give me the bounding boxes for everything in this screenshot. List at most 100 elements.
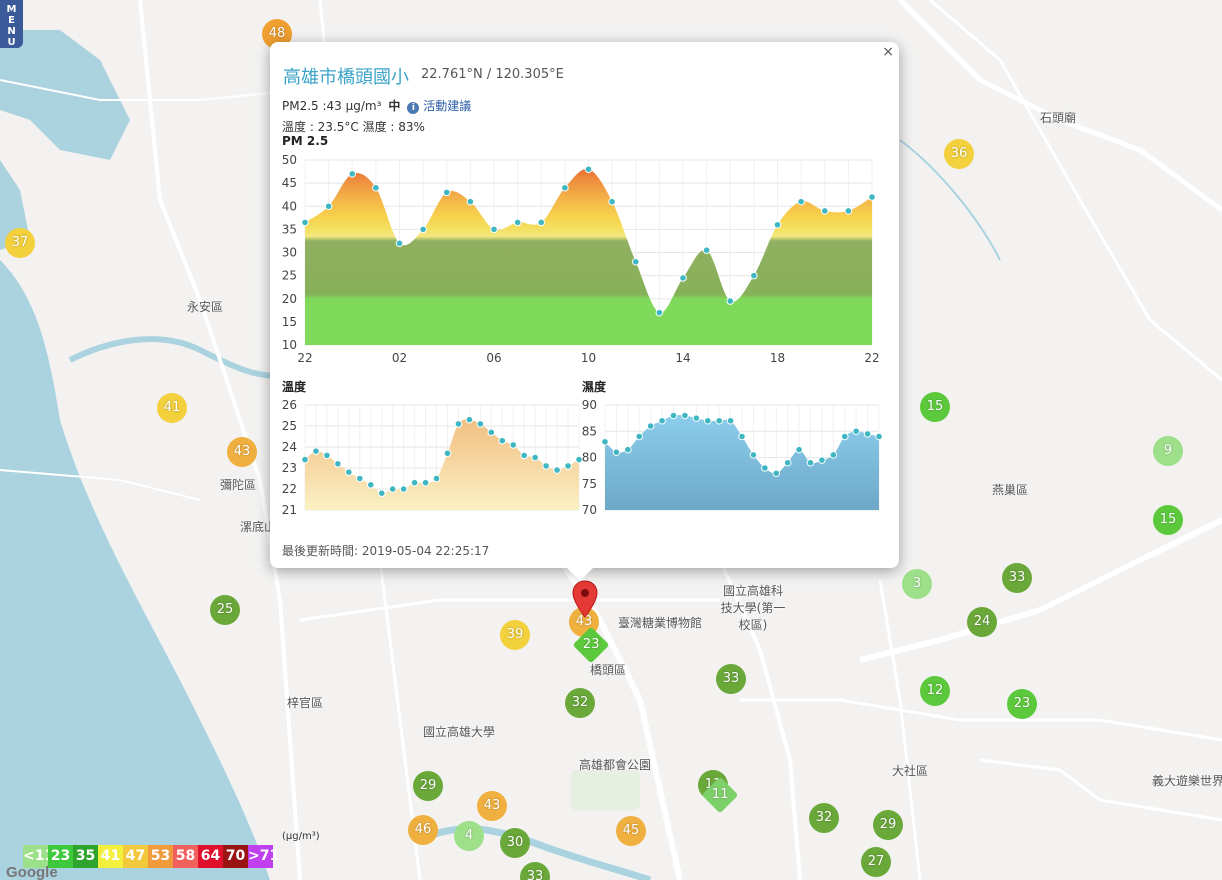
data-point[interactable] [726,297,735,305]
data-point[interactable] [410,478,419,487]
data-point[interactable] [868,193,876,201]
data-point[interactable] [749,451,758,459]
aqi-station-marker[interactable]: 37 [5,228,35,258]
data-point[interactable] [372,183,380,192]
data-point[interactable] [312,447,320,456]
data-point[interactable] [655,308,664,317]
data-point[interactable] [553,466,561,474]
aqi-station-marker[interactable]: 43 [227,437,257,467]
data-point[interactable] [537,218,546,227]
aqi-station-marker[interactable]: 15 [1153,505,1183,535]
aqi-station-marker[interactable]: 23 [1007,689,1037,719]
aqi-station-marker[interactable]: 33 [520,862,550,880]
data-point[interactable] [601,437,609,446]
aqi-station-marker[interactable]: 4 [454,821,484,851]
data-point[interactable] [646,422,655,430]
data-point[interactable] [863,430,872,438]
data-point[interactable] [513,218,522,227]
data-point[interactable] [323,451,331,460]
data-point[interactable] [520,451,528,460]
data-point[interactable] [301,455,309,464]
data-point[interactable] [806,458,815,467]
aqi-station-marker[interactable]: 30 [500,828,530,858]
data-point[interactable] [421,478,430,487]
close-button[interactable]: × [882,44,894,60]
aqi-station-marker[interactable]: 46 [408,815,438,845]
aqi-station-marker[interactable]: 39 [500,620,530,650]
data-point[interactable] [669,411,678,420]
data-point[interactable] [432,474,441,483]
data-point[interactable] [829,451,838,459]
data-point[interactable] [399,485,408,493]
data-point[interactable] [443,449,452,458]
data-point[interactable] [301,218,309,227]
data-point[interactable] [875,432,883,441]
data-point[interactable] [840,432,849,441]
data-point[interactable] [635,432,644,441]
data-point[interactable] [702,246,711,254]
data-point[interactable] [761,464,769,472]
data-point[interactable] [575,455,582,464]
data-point[interactable] [783,458,792,467]
data-point[interactable] [844,207,853,215]
data-point[interactable] [726,416,735,425]
data-point[interactable] [542,462,550,470]
data-point[interactable] [750,271,758,280]
data-point[interactable] [631,257,640,266]
data-point[interactable] [442,188,451,197]
data-point[interactable] [388,485,397,493]
aqi-station-marker[interactable]: 41 [157,393,187,423]
data-point[interactable] [715,416,723,425]
aqi-station-marker[interactable]: 12 [920,676,950,706]
aqi-station-marker[interactable]: 15 [920,392,950,422]
aqi-station-marker[interactable]: 43 [477,791,507,821]
data-point[interactable] [818,456,826,464]
data-point[interactable] [465,415,474,424]
data-point[interactable] [334,460,342,468]
data-point[interactable] [564,462,572,470]
data-point[interactable] [738,432,746,441]
data-point[interactable] [608,197,616,206]
data-point[interactable] [692,414,701,422]
aqi-station-marker[interactable]: 27 [861,847,891,877]
data-point[interactable] [498,436,507,445]
aqi-station-marker[interactable]: 25 [210,595,240,625]
aqi-station-marker[interactable]: 33 [1002,563,1032,593]
aqi-station-marker[interactable]: 33 [716,664,746,694]
aqi-station-marker[interactable]: 9 [1153,436,1183,466]
data-point[interactable] [466,197,475,206]
data-point[interactable] [377,489,386,497]
data-point[interactable] [703,416,712,425]
aqi-station-marker[interactable]: 36 [944,139,974,169]
data-point[interactable] [612,448,621,457]
data-point[interactable] [345,468,353,476]
data-point[interactable] [356,474,364,483]
data-point[interactable] [773,220,782,229]
data-point[interactable] [366,481,375,489]
aqi-station-marker[interactable]: 32 [565,688,595,718]
location-pin-icon[interactable] [572,580,598,618]
data-point[interactable] [476,420,485,428]
data-point[interactable] [681,411,689,420]
aqi-station-marker[interactable]: 29 [413,771,443,801]
aqi-station-marker[interactable]: 24 [967,607,997,637]
data-point[interactable] [584,165,593,174]
aqi-station-marker[interactable]: 3 [902,569,932,599]
data-point[interactable] [852,427,860,436]
data-point[interactable] [561,183,569,192]
data-point[interactable] [658,416,666,425]
data-point[interactable] [679,274,687,282]
data-point[interactable] [395,239,404,248]
data-point[interactable] [624,445,632,454]
data-point[interactable] [348,170,357,178]
data-point[interactable] [419,225,427,234]
aqi-station-marker[interactable]: 32 [809,803,839,833]
data-point[interactable] [509,441,518,449]
data-point[interactable] [324,202,333,211]
data-point[interactable] [820,207,829,215]
aqi-station-marker[interactable]: 45 [616,816,646,846]
menu-button[interactable]: MENU [0,0,23,48]
data-point[interactable] [797,197,805,206]
data-point[interactable] [531,453,539,462]
aqi-station-marker[interactable]: 29 [873,810,903,840]
